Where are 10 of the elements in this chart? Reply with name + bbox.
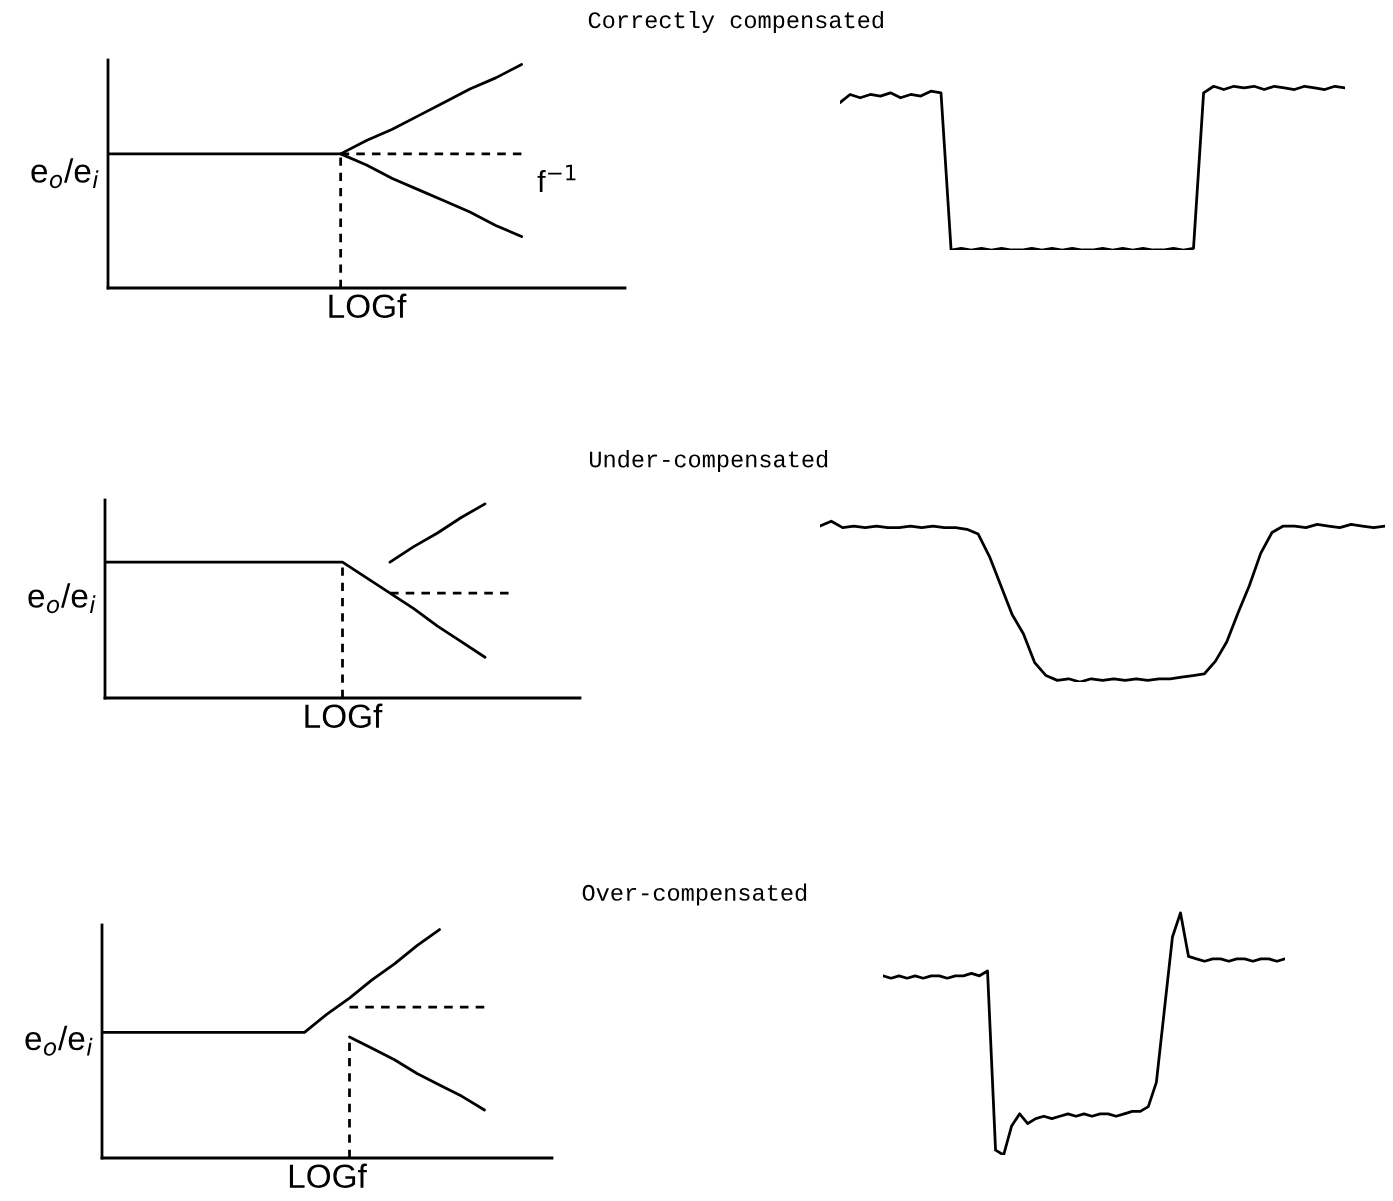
- x-axis-title: LOGf: [289, 1163, 367, 1189]
- y-axis-title: e$_{o}$/e$_{i}$: [31, 158, 99, 189]
- y-axis-title: e$_{o}$/e$_{i}$: [25, 1025, 93, 1056]
- chart-title: Correctly compensated: [588, 10, 883, 33]
- y-axis-title: e$_{o}$/e$_{i}$: [28, 583, 96, 614]
- chart-title: Under-compensated: [589, 450, 828, 473]
- x-axis-title: LOGf: [305, 703, 383, 729]
- chart-title: Over-compensated: [582, 883, 807, 906]
- annotation: f$^{−1}$: [537, 164, 576, 193]
- x-axis-title: LOGf: [329, 293, 407, 319]
